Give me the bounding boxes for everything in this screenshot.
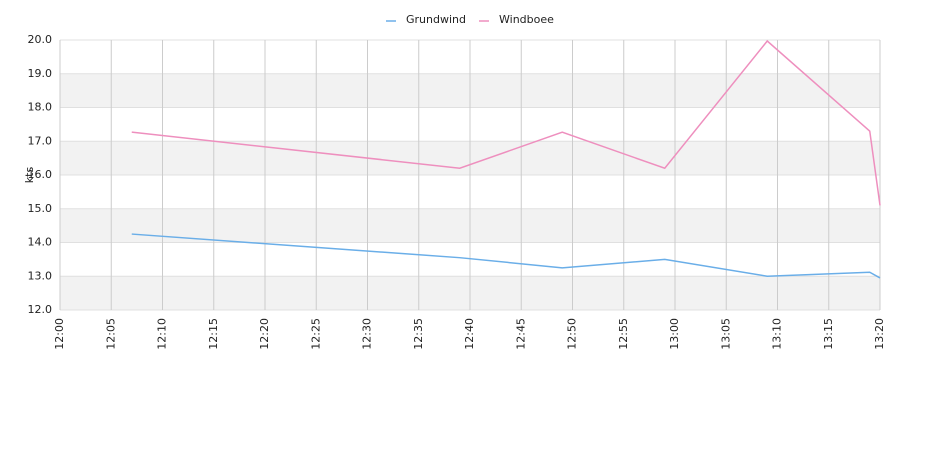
x-tick-label: 12:35 [412, 318, 425, 350]
x-tick-label: 13:00 [668, 318, 681, 350]
x-tick-label: 12:05 [104, 318, 117, 350]
x-tick-label: 13:10 [771, 318, 784, 350]
x-tick-label: 12:30 [361, 318, 374, 350]
y-tick-label: 14.0 [28, 236, 53, 249]
x-tick-label: 12:15 [207, 318, 220, 350]
x-tick-label: 12:25 [309, 318, 322, 350]
x-tick-label: 12:20 [258, 318, 271, 350]
legend-label: Grundwind [406, 13, 466, 26]
x-tick-label: 12:40 [463, 318, 476, 350]
y-tick-label: 17.0 [28, 134, 53, 147]
y-tick-label: 13.0 [28, 269, 53, 282]
y-tick-label: 20.0 [28, 33, 53, 46]
y-tick-label: 18.0 [28, 101, 53, 114]
x-tick-label: 13:05 [719, 318, 732, 350]
y-axis-label: kts [23, 167, 36, 184]
x-tick-label: 13:15 [822, 318, 835, 350]
series-line [131, 39, 881, 206]
x-tick-label: 12:10 [156, 318, 169, 350]
x-tick-label: 12:45 [514, 318, 527, 350]
x-tick-label: 12:50 [566, 318, 579, 350]
x-tick-label: 12:55 [617, 318, 630, 350]
x-tick-label: 12:00 [53, 318, 66, 350]
legend-label: Windboee [499, 13, 554, 26]
series-line [131, 233, 881, 279]
y-tick-label: 19.0 [28, 67, 53, 80]
x-tick-label: 13:20 [873, 318, 886, 350]
y-tick-label: 16.0 [28, 168, 53, 181]
y-tick-label: 12.0 [28, 303, 53, 316]
y-tick-label: 15.0 [28, 202, 53, 215]
